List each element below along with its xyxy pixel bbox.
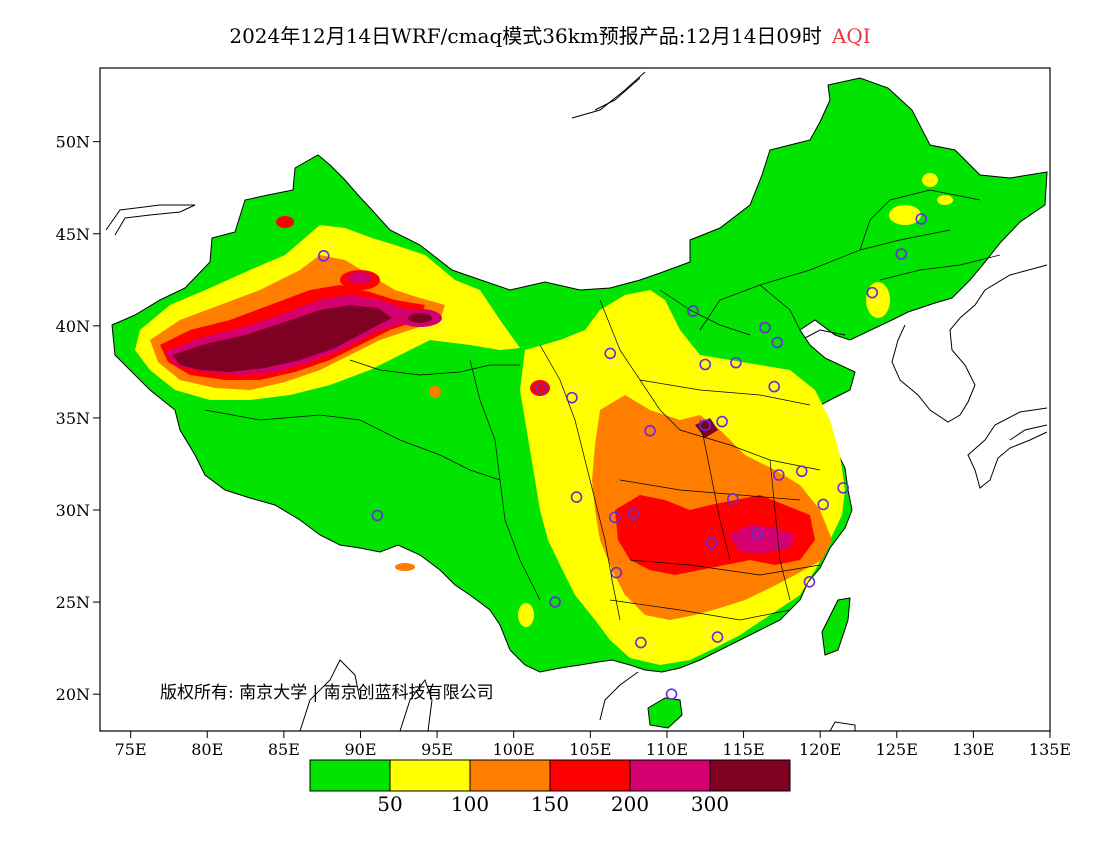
legend-swatch (309, 759, 391, 792)
taiwan-island (821, 597, 851, 656)
lat-tick-label: 45N (56, 225, 90, 244)
monitoring-stations (317, 213, 928, 700)
station-marker (699, 419, 712, 432)
station-marker (895, 248, 908, 260)
lon-tick-label: 110E (646, 740, 688, 759)
station-marker (610, 566, 623, 579)
station-marker (635, 636, 647, 649)
lon-tick-label: 130E (952, 740, 994, 759)
lon-tick-label: 135E (1029, 740, 1071, 759)
station-marker (549, 596, 561, 608)
station-marker (817, 498, 830, 511)
lat-tick-label: 20N (56, 685, 90, 704)
station-marker (866, 286, 879, 299)
lon-tick-label: 90E (344, 740, 376, 759)
hotspot (276, 216, 294, 228)
station-marker (627, 507, 640, 520)
station-marker (705, 537, 718, 549)
copyright-text: 版权所有: 南京大学 | 南京创蓝科技有限公司 (160, 683, 494, 703)
aqi-zone-maroon-xj (172, 305, 392, 372)
lat-tick-label: 40N (56, 317, 90, 336)
lat-tick-label: 50N (56, 133, 90, 152)
map-title: 2024年12月14日WRF/cmaq模式36km预报产品:12月14日09时 A… (0, 20, 1100, 49)
legend-bar (309, 759, 791, 792)
lon-tick-label: 105E (569, 740, 611, 759)
legend-swatch (389, 759, 471, 792)
station-marker (699, 358, 712, 371)
station-marker (751, 528, 764, 540)
legend-label: 150 (530, 792, 570, 816)
legend-swatch (469, 759, 551, 792)
station-marker (711, 631, 724, 643)
station-marker (772, 469, 785, 481)
station-marker (759, 321, 771, 334)
lon-tick-label: 95E (421, 740, 453, 759)
hotspot (429, 386, 441, 398)
legend-labels: 50 100 150 200 300 (0, 792, 1100, 822)
station-marker (644, 425, 656, 437)
lon-tick-label: 80E (191, 740, 223, 759)
station-marker (371, 509, 384, 522)
station-marker (665, 688, 678, 700)
hotspot (408, 313, 432, 323)
aqi-zone-red (615, 495, 815, 575)
legend-swatch (709, 759, 791, 792)
legend-swatch (549, 759, 631, 792)
legend-label: 100 (450, 792, 490, 816)
lon-tick-label: 120E (799, 740, 841, 759)
lon-tick-label: 100E (493, 740, 535, 759)
station-marker (687, 305, 699, 317)
station-marker (566, 391, 578, 404)
lon-tick-label: 125E (876, 740, 918, 759)
station-marker (570, 491, 583, 503)
legend-swatch (629, 759, 711, 792)
station-marker (803, 576, 816, 588)
latitude-axis: 50N 45N 40N 35N 30N 25N 20N (56, 133, 100, 704)
lat-tick-label: 25N (56, 593, 90, 612)
hotspot (937, 195, 953, 205)
station-marker (837, 482, 849, 494)
station-marker (915, 213, 928, 225)
station-marker (768, 380, 780, 393)
longitude-axis: 75E 80E 85E 90E 95E 100E 105E 110E 115E 120E 125E 1… (115, 731, 1071, 759)
hotspot (518, 603, 534, 627)
lon-tick-label: 115E (722, 740, 764, 759)
station-marker (730, 356, 742, 369)
lat-tick-label: 30N (56, 501, 90, 520)
station-marker (771, 336, 784, 349)
station-marker (604, 347, 617, 360)
station-marker (317, 250, 330, 262)
station-marker (716, 415, 728, 428)
hotspot (889, 205, 921, 225)
hotspot (348, 272, 372, 284)
legend-label: 300 (690, 792, 730, 816)
hotspot (395, 563, 415, 571)
legend-label: 200 (610, 792, 650, 816)
hotspot (922, 173, 938, 187)
hotspot (866, 282, 890, 318)
neighbouring-coastlines (105, 71, 1048, 731)
station-marker (535, 382, 548, 395)
legend-label: 50 (377, 792, 403, 816)
title-variable: AQI (831, 24, 871, 48)
lon-tick-label: 75E (115, 740, 147, 759)
title-main: 2024年12月14日WRF/cmaq模式36km预报产品:12月14日09时 (229, 24, 822, 48)
station-marker (795, 465, 808, 478)
lon-tick-label: 85E (268, 740, 300, 759)
hainan-island (647, 697, 683, 729)
station-marker (727, 493, 739, 505)
lat-tick-label: 35N (56, 409, 90, 428)
station-marker (609, 511, 621, 524)
